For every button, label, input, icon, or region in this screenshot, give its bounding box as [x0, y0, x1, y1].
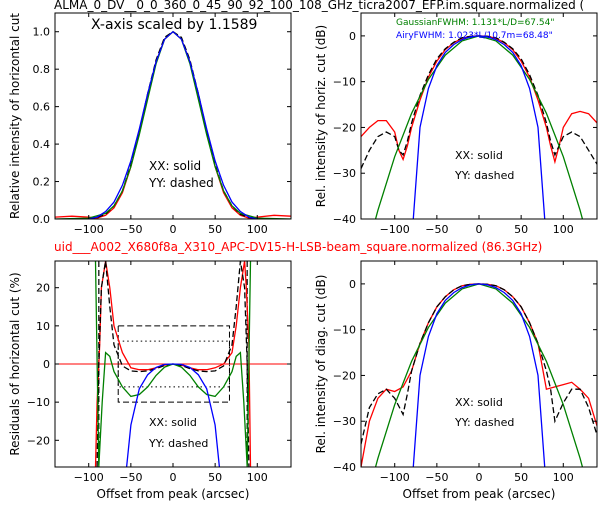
yy-dashed-line: [96, 261, 250, 467]
airy-line: [412, 283, 546, 467]
y-tick-label: −20: [333, 369, 356, 382]
x-tick-label: 100: [553, 471, 574, 484]
annotation-text: XX: solid: [149, 159, 201, 173]
x-tick-label: 100: [247, 223, 268, 236]
x-tick-label: −100: [380, 471, 410, 484]
xx-solid-line: [361, 283, 597, 467]
legend-entry: AiryFWHM: 1.023*L/10.7m=68.48": [396, 31, 553, 41]
x-tick-label: 0: [476, 223, 483, 236]
x-tick-label: 50: [514, 471, 528, 484]
y-tick-label: −20: [27, 434, 50, 447]
xx-solid-line: [55, 30, 291, 219]
annotation-text: XX: solid: [455, 396, 503, 409]
panel-top-left: −100 −50 0 50 100 0.0 0.2 0.4 0.6 0.8 1.0 Relative …: [8, 12, 292, 236]
y-tick-label: 20: [36, 282, 50, 295]
annotation-text: X-axis scaled by 1.1589: [91, 17, 257, 33]
y-tick-label: −10: [27, 396, 50, 409]
y-tick-label: −30: [333, 167, 356, 180]
x-tick-label: −50: [425, 223, 448, 236]
gaussian-line: [55, 30, 291, 219]
y-tick-label: 0: [349, 30, 356, 43]
legend-entry: GaussianFWHM: 1.131*L/D=67.54": [396, 18, 554, 28]
y-axis-label: Rel. intensity of horiz. cut (dB): [314, 25, 328, 207]
yy-dashed-line: [88, 30, 258, 219]
x-tick-label: −100: [380, 223, 410, 236]
plot-area: [55, 261, 291, 467]
y-axis-label: Rel. intensity of diag. cut (dB): [314, 275, 328, 454]
annotation-text: YY: dashed: [454, 416, 514, 429]
subplot-title: uid___A002_X680f8a_X310_APC-DV15-H-LSB-b…: [54, 240, 542, 254]
panel-top-right: −100 −50 0 50 100 0 −10 −20 −30 −40 Rel. intensity…: [314, 12, 598, 236]
x-tick-label: 50: [514, 223, 528, 236]
y-tick-label: −20: [333, 121, 356, 134]
plot-area: [361, 35, 597, 219]
xx-solid-line: [361, 35, 597, 165]
airy-line: [125, 363, 221, 467]
x-tick-label: −100: [74, 223, 104, 236]
x-tick-label: 0: [476, 471, 483, 484]
x-tick-label: 0: [170, 471, 177, 484]
x-tick-label: −50: [425, 471, 448, 484]
x-tick-label: 0: [170, 223, 177, 236]
y-tick-label: 0.6: [33, 101, 51, 114]
y-tick-label: −40: [333, 213, 356, 226]
y-tick-label: 0.2: [33, 176, 51, 189]
y-tick-label: 0.8: [33, 63, 51, 76]
dashed-tolerance-box: [117, 325, 230, 403]
annotation-text: XX: solid: [149, 416, 197, 429]
y-axis-label: Relative intensity of horizontal cut: [8, 13, 22, 219]
y-tick-label: −40: [333, 461, 356, 474]
x-tick-label: −50: [119, 471, 142, 484]
y-tick-label: −10: [333, 324, 356, 337]
x-tick-label: 50: [208, 223, 222, 236]
x-axis-label: Offset from peak (arcsec): [403, 487, 556, 501]
annotation-text: XX: solid: [455, 149, 503, 162]
y-tick-label: 0.0: [33, 213, 51, 226]
axes-frame: [360, 12, 598, 220]
plot-area: [55, 30, 291, 219]
axes-frame: [360, 260, 598, 468]
annotation-text: YY: dashed: [148, 176, 214, 190]
airy-line: [88, 30, 258, 219]
plot-area: [361, 283, 597, 467]
airy-line: [412, 35, 546, 219]
y-tick-label: 0.4: [33, 138, 51, 151]
y-axis-label: Residuals of horizontal cut (%): [8, 272, 22, 455]
y-tick-label: −10: [333, 76, 356, 89]
x-axis-label: Offset from peak (arcsec): [97, 487, 250, 501]
annotation-text: YY: dashed: [454, 169, 514, 182]
y-tick-label: 0: [43, 358, 50, 371]
y-tick-label: 0: [349, 278, 356, 291]
x-tick-label: 100: [553, 223, 574, 236]
x-tick-label: −50: [119, 223, 142, 236]
y-tick-label: 1.0: [33, 26, 51, 39]
y-tick-label: −30: [333, 415, 356, 428]
dotted-tolerance-box: [117, 340, 230, 388]
y-tick-label: 10: [36, 320, 50, 333]
x-tick-label: 100: [247, 471, 268, 484]
panel-bottom-right: −100 −50 0 50 100 0 −10 −20 −30 −40 Rel. intensity…: [314, 260, 598, 501]
annotation-text: YY: dashed: [148, 437, 208, 450]
figure-title: ALMA_0_DV__0_0_360_0_45_90_92_100_108_GH…: [54, 0, 584, 12]
x-tick-label: −100: [74, 471, 104, 484]
x-tick-label: 50: [208, 471, 222, 484]
